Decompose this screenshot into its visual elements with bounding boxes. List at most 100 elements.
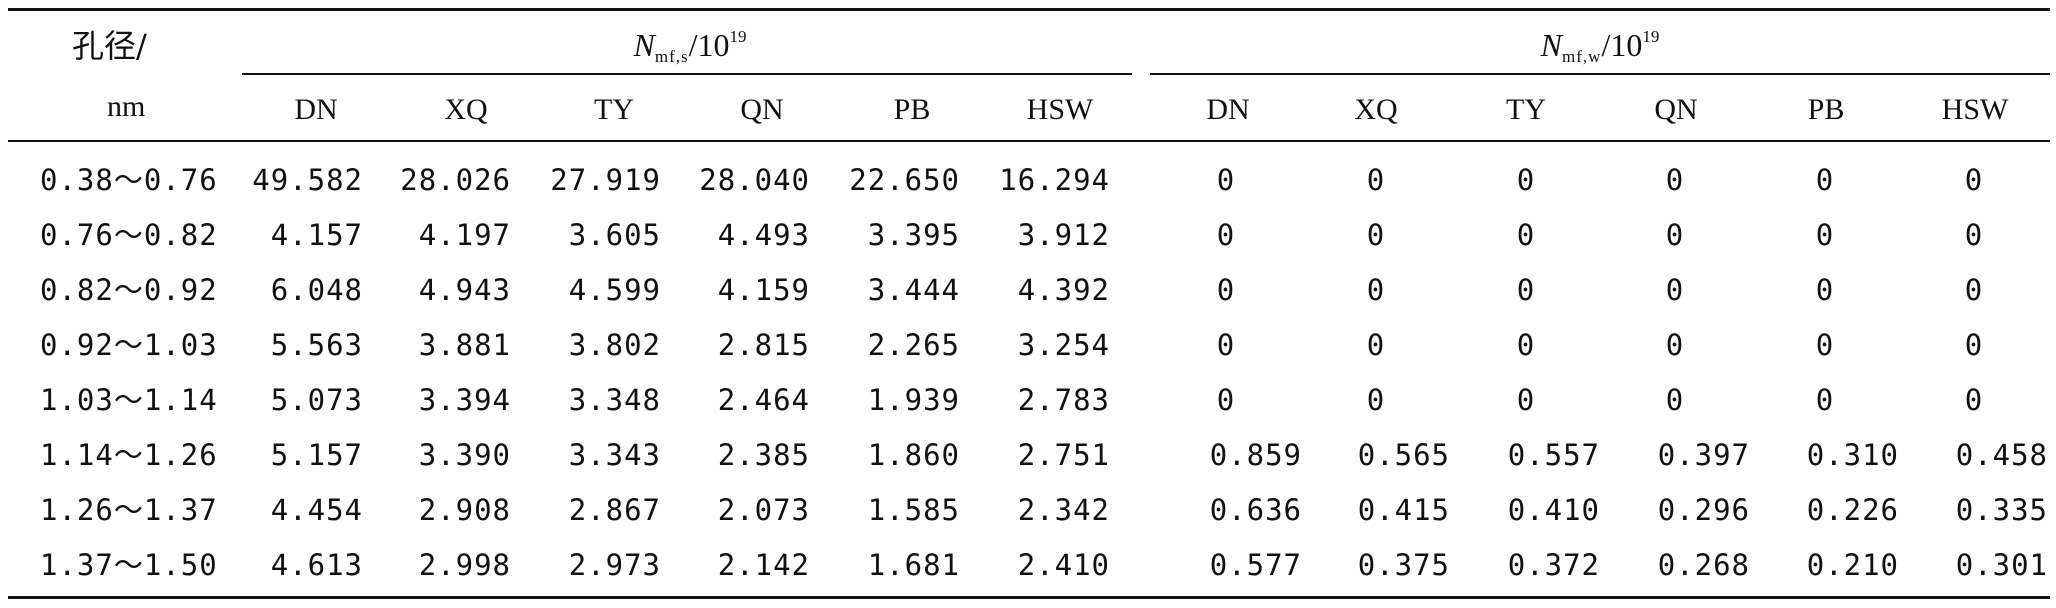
column-header-s-pb: PB [893, 93, 931, 126]
table-cell-s: 1.860 [867, 438, 960, 472]
table-cell-w: 0 [1516, 163, 1536, 197]
table-cell-s: 2.142 [717, 548, 810, 582]
table-cell-w: 0.859 [1209, 438, 1302, 472]
column-header-w-hsw: HSW [1941, 93, 2009, 126]
header-bottom-rule [8, 140, 2050, 142]
group-title-w: Nmf,w/1019 [1541, 28, 1660, 65]
table-cell-w: 0.268 [1657, 548, 1750, 582]
table-cell-s: 2.342 [1017, 493, 1110, 527]
table-cell-s: 4.613 [270, 548, 363, 582]
table-cell-s: 5.563 [270, 328, 363, 362]
group-s-exp: 19 [729, 27, 747, 46]
table-cell-w: 0.410 [1507, 493, 1600, 527]
table-cell-w: 0.335 [1955, 493, 2048, 527]
table-cell-w: 0 [1815, 273, 1835, 307]
table-cell-s: 3.444 [867, 273, 960, 307]
column-header-s-hsw: HSW [1026, 93, 1094, 126]
column-header-s-dn: DN [294, 93, 338, 126]
table-cell-s: 2.998 [418, 548, 511, 582]
table-cell-w: 0 [1516, 218, 1536, 252]
table-cell-s: 3.881 [418, 328, 511, 362]
table-cell-w: 0 [1815, 218, 1835, 252]
pore-range-cell: 0.92～1.03 [40, 328, 218, 362]
table-cell-w: 0 [1216, 383, 1236, 417]
table-cell-s: 3.605 [568, 218, 661, 252]
table-cell-s: 2.073 [717, 493, 810, 527]
group-w-unit: /10 [1601, 27, 1643, 63]
group-s-unit: /10 [688, 27, 730, 63]
column-header-w-ty: TY [1506, 93, 1546, 126]
table-cell-s: 4.599 [568, 273, 661, 307]
group-s-underline [242, 73, 1132, 75]
table-cell-s: 3.395 [867, 218, 960, 252]
table-top-rule [8, 8, 2050, 11]
table-cell-s: 2.973 [568, 548, 661, 582]
table-cell-w: 0 [1516, 383, 1536, 417]
table-cell-w: 0.577 [1209, 548, 1302, 582]
table-cell-s: 28.040 [699, 163, 810, 197]
table-cell-s: 2.815 [717, 328, 810, 362]
table-cell-w: 0.458 [1955, 438, 2048, 472]
table-cell-w: 0 [1366, 273, 1386, 307]
group-w-underline [1150, 73, 2050, 75]
table-cell-s: 2.464 [717, 383, 810, 417]
group-title-s: Nmf,s/1019 [634, 28, 747, 65]
table-cell-w: 0.226 [1806, 493, 1899, 527]
table-cell-s: 3.343 [568, 438, 661, 472]
table-cell-s: 49.582 [252, 163, 363, 197]
table-cell-w: 0 [1964, 163, 1984, 197]
table-cell-s: 3.394 [418, 383, 511, 417]
table-cell-s: 4.454 [270, 493, 363, 527]
table-cell-w: 0 [1665, 328, 1685, 362]
row-label-line2: nm [107, 90, 146, 123]
table-cell-s: 2.783 [1017, 383, 1110, 417]
table-cell-s: 27.919 [550, 163, 661, 197]
table-cell-s: 28.026 [400, 163, 511, 197]
table-cell-s: 5.157 [270, 438, 363, 472]
pore-range-cell: 1.37～1.50 [40, 548, 218, 582]
table-cell-w: 0 [1366, 328, 1386, 362]
table-cell-w: 0.397 [1657, 438, 1750, 472]
table-cell-s: 2.751 [1017, 438, 1110, 472]
pore-range-cell: 1.14～1.26 [40, 438, 218, 472]
table-cell-s: 2.867 [568, 493, 661, 527]
table-cell-w: 0 [1216, 273, 1236, 307]
table-cell-s: 2.908 [418, 493, 511, 527]
group-s-symbol: N [633, 27, 655, 63]
table-cell-w: 0 [1216, 163, 1236, 197]
table-cell-s: 1.681 [867, 548, 960, 582]
table-cell-s: 3.802 [568, 328, 661, 362]
group-w-subscript: mf,w [1562, 47, 1602, 66]
table-cell-s: 4.197 [418, 218, 511, 252]
table-cell-w: 0 [1516, 273, 1536, 307]
table-cell-w: 0 [1964, 273, 1984, 307]
table-cell-w: 0.210 [1806, 548, 1899, 582]
table-cell-w: 0 [1665, 163, 1685, 197]
table-cell-s: 4.943 [418, 273, 511, 307]
table-cell-s: 4.159 [717, 273, 810, 307]
table-cell-s: 3.348 [568, 383, 661, 417]
group-w-exp: 19 [1642, 27, 1660, 46]
group-s-subscript: mf,s [654, 47, 689, 66]
pore-range-cell: 1.03～1.14 [40, 383, 218, 417]
row-label-line1: 孔径/ [72, 27, 147, 65]
table-cell-w: 0.375 [1357, 548, 1450, 582]
table-cell-s: 2.265 [867, 328, 960, 362]
table-cell-s: 2.410 [1017, 548, 1110, 582]
column-header-w-pb: PB [1807, 93, 1845, 126]
table-cell-w: 0 [1964, 328, 1984, 362]
table-cell-s: 3.912 [1017, 218, 1110, 252]
table-cell-s: 16.294 [999, 163, 1110, 197]
table-cell-w: 0.372 [1507, 548, 1600, 582]
column-header-w-xq: XQ [1354, 93, 1398, 126]
table-cell-s: 2.385 [717, 438, 810, 472]
table-cell-w: 0 [1216, 328, 1236, 362]
table-cell-s: 4.157 [270, 218, 363, 252]
table-cell-w: 0 [1815, 163, 1835, 197]
pore-range-cell: 0.82～0.92 [40, 273, 218, 307]
table-cell-w: 0.636 [1209, 493, 1302, 527]
table-cell-w: 0.301 [1955, 548, 2048, 582]
table-cell-s: 6.048 [270, 273, 363, 307]
column-header-w-dn: DN [1206, 93, 1250, 126]
table-cell-w: 0 [1665, 383, 1685, 417]
